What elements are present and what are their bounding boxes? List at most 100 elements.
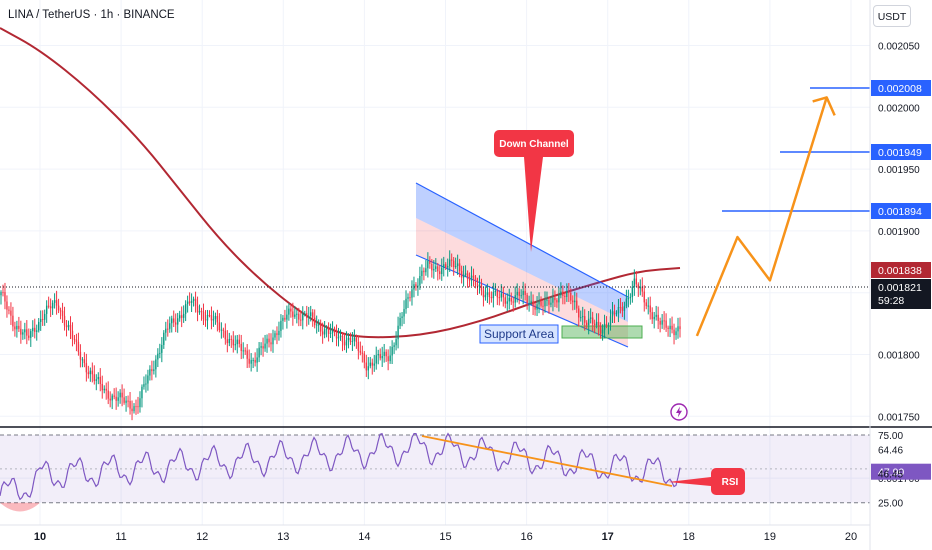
candle — [165, 328, 167, 333]
candle — [40, 318, 42, 322]
candle — [443, 264, 445, 268]
candle — [119, 392, 121, 398]
candle — [387, 356, 389, 362]
current-price-tag — [871, 279, 931, 309]
candle — [597, 321, 600, 327]
time-tick-label: 19 — [764, 531, 776, 543]
candle — [264, 343, 266, 349]
candle — [409, 297, 411, 299]
candle — [538, 301, 540, 305]
candlestick-series — [0, 250, 681, 421]
candle — [482, 290, 485, 298]
candle — [47, 305, 50, 307]
candle — [65, 325, 68, 328]
candle — [665, 320, 667, 328]
candle — [184, 304, 187, 314]
candle — [506, 301, 508, 304]
price-axis[interactable]: 0.0020500.0020000.0019500.0019000.001850… — [869, 0, 931, 550]
candle — [435, 266, 437, 269]
candle — [284, 317, 286, 320]
candle — [462, 274, 465, 278]
candle — [562, 291, 564, 296]
candle — [516, 291, 518, 296]
time-axis[interactable]: 10 11 12 13 14 15 16 17 18 19 20 — [34, 531, 857, 543]
projection-arrow — [695, 97, 828, 337]
candle — [97, 376, 99, 380]
candle — [180, 315, 183, 318]
candle — [212, 318, 215, 321]
candle — [572, 300, 574, 303]
candle — [417, 285, 419, 287]
candle — [175, 322, 177, 325]
candle — [578, 308, 580, 318]
candle — [109, 398, 111, 401]
candle — [296, 313, 298, 315]
candle — [113, 395, 115, 397]
candle — [333, 328, 336, 332]
candle — [425, 268, 427, 273]
candle — [22, 332, 24, 335]
candle — [53, 300, 56, 303]
candle — [226, 339, 229, 344]
candle — [447, 266, 449, 268]
candle — [125, 400, 127, 403]
price-tick-label: 0.001750 — [878, 412, 920, 423]
candle — [270, 342, 272, 345]
candle — [369, 362, 371, 367]
candle — [379, 353, 381, 359]
candle — [659, 320, 661, 325]
candle — [200, 310, 203, 312]
candle — [55, 300, 58, 306]
candle — [99, 376, 101, 384]
candle — [234, 344, 236, 346]
candle — [105, 388, 107, 391]
candle — [343, 341, 346, 346]
candle — [339, 335, 342, 338]
candle — [599, 326, 602, 334]
candle — [93, 374, 96, 381]
rsi-tick-label: 46.45 — [878, 470, 903, 481]
candle — [161, 344, 163, 353]
down-channel — [415, 182, 643, 348]
candle — [192, 298, 195, 302]
candle — [41, 318, 44, 320]
candle — [28, 335, 30, 338]
currency-button[interactable]: USDT — [873, 5, 911, 27]
time-tick-label: 17 — [602, 531, 614, 543]
candle — [77, 341, 80, 352]
candle — [12, 315, 14, 327]
candle — [157, 353, 159, 360]
countdown-label: 59:28 — [878, 295, 904, 307]
candle — [216, 316, 219, 323]
time-tick-label: 15 — [439, 531, 451, 543]
candle — [103, 388, 105, 391]
lightning-icon[interactable] — [670, 403, 688, 421]
candle — [621, 307, 624, 311]
candle — [244, 350, 246, 352]
candle — [375, 355, 377, 364]
candle — [524, 290, 526, 295]
candle — [460, 270, 463, 278]
price-tick-label: 0.001800 — [878, 351, 920, 362]
candle — [488, 292, 491, 298]
price-level-tag — [871, 262, 931, 278]
candle — [0, 292, 2, 296]
candle — [397, 325, 399, 340]
channel-lower-fill — [416, 218, 628, 347]
candle — [484, 294, 487, 298]
candle — [399, 317, 401, 326]
candle — [79, 351, 82, 360]
candle — [452, 260, 455, 267]
candle — [669, 325, 671, 330]
candle — [641, 286, 643, 292]
candle — [198, 310, 201, 313]
candle — [139, 398, 141, 408]
candle — [530, 300, 532, 303]
rsi-callout — [668, 468, 745, 495]
rsi-tick-label: 47.90 — [878, 467, 904, 479]
candle — [327, 328, 330, 334]
rsi-tick-label: 25.00 — [878, 499, 903, 510]
candle — [554, 297, 556, 301]
candle — [38, 321, 40, 331]
